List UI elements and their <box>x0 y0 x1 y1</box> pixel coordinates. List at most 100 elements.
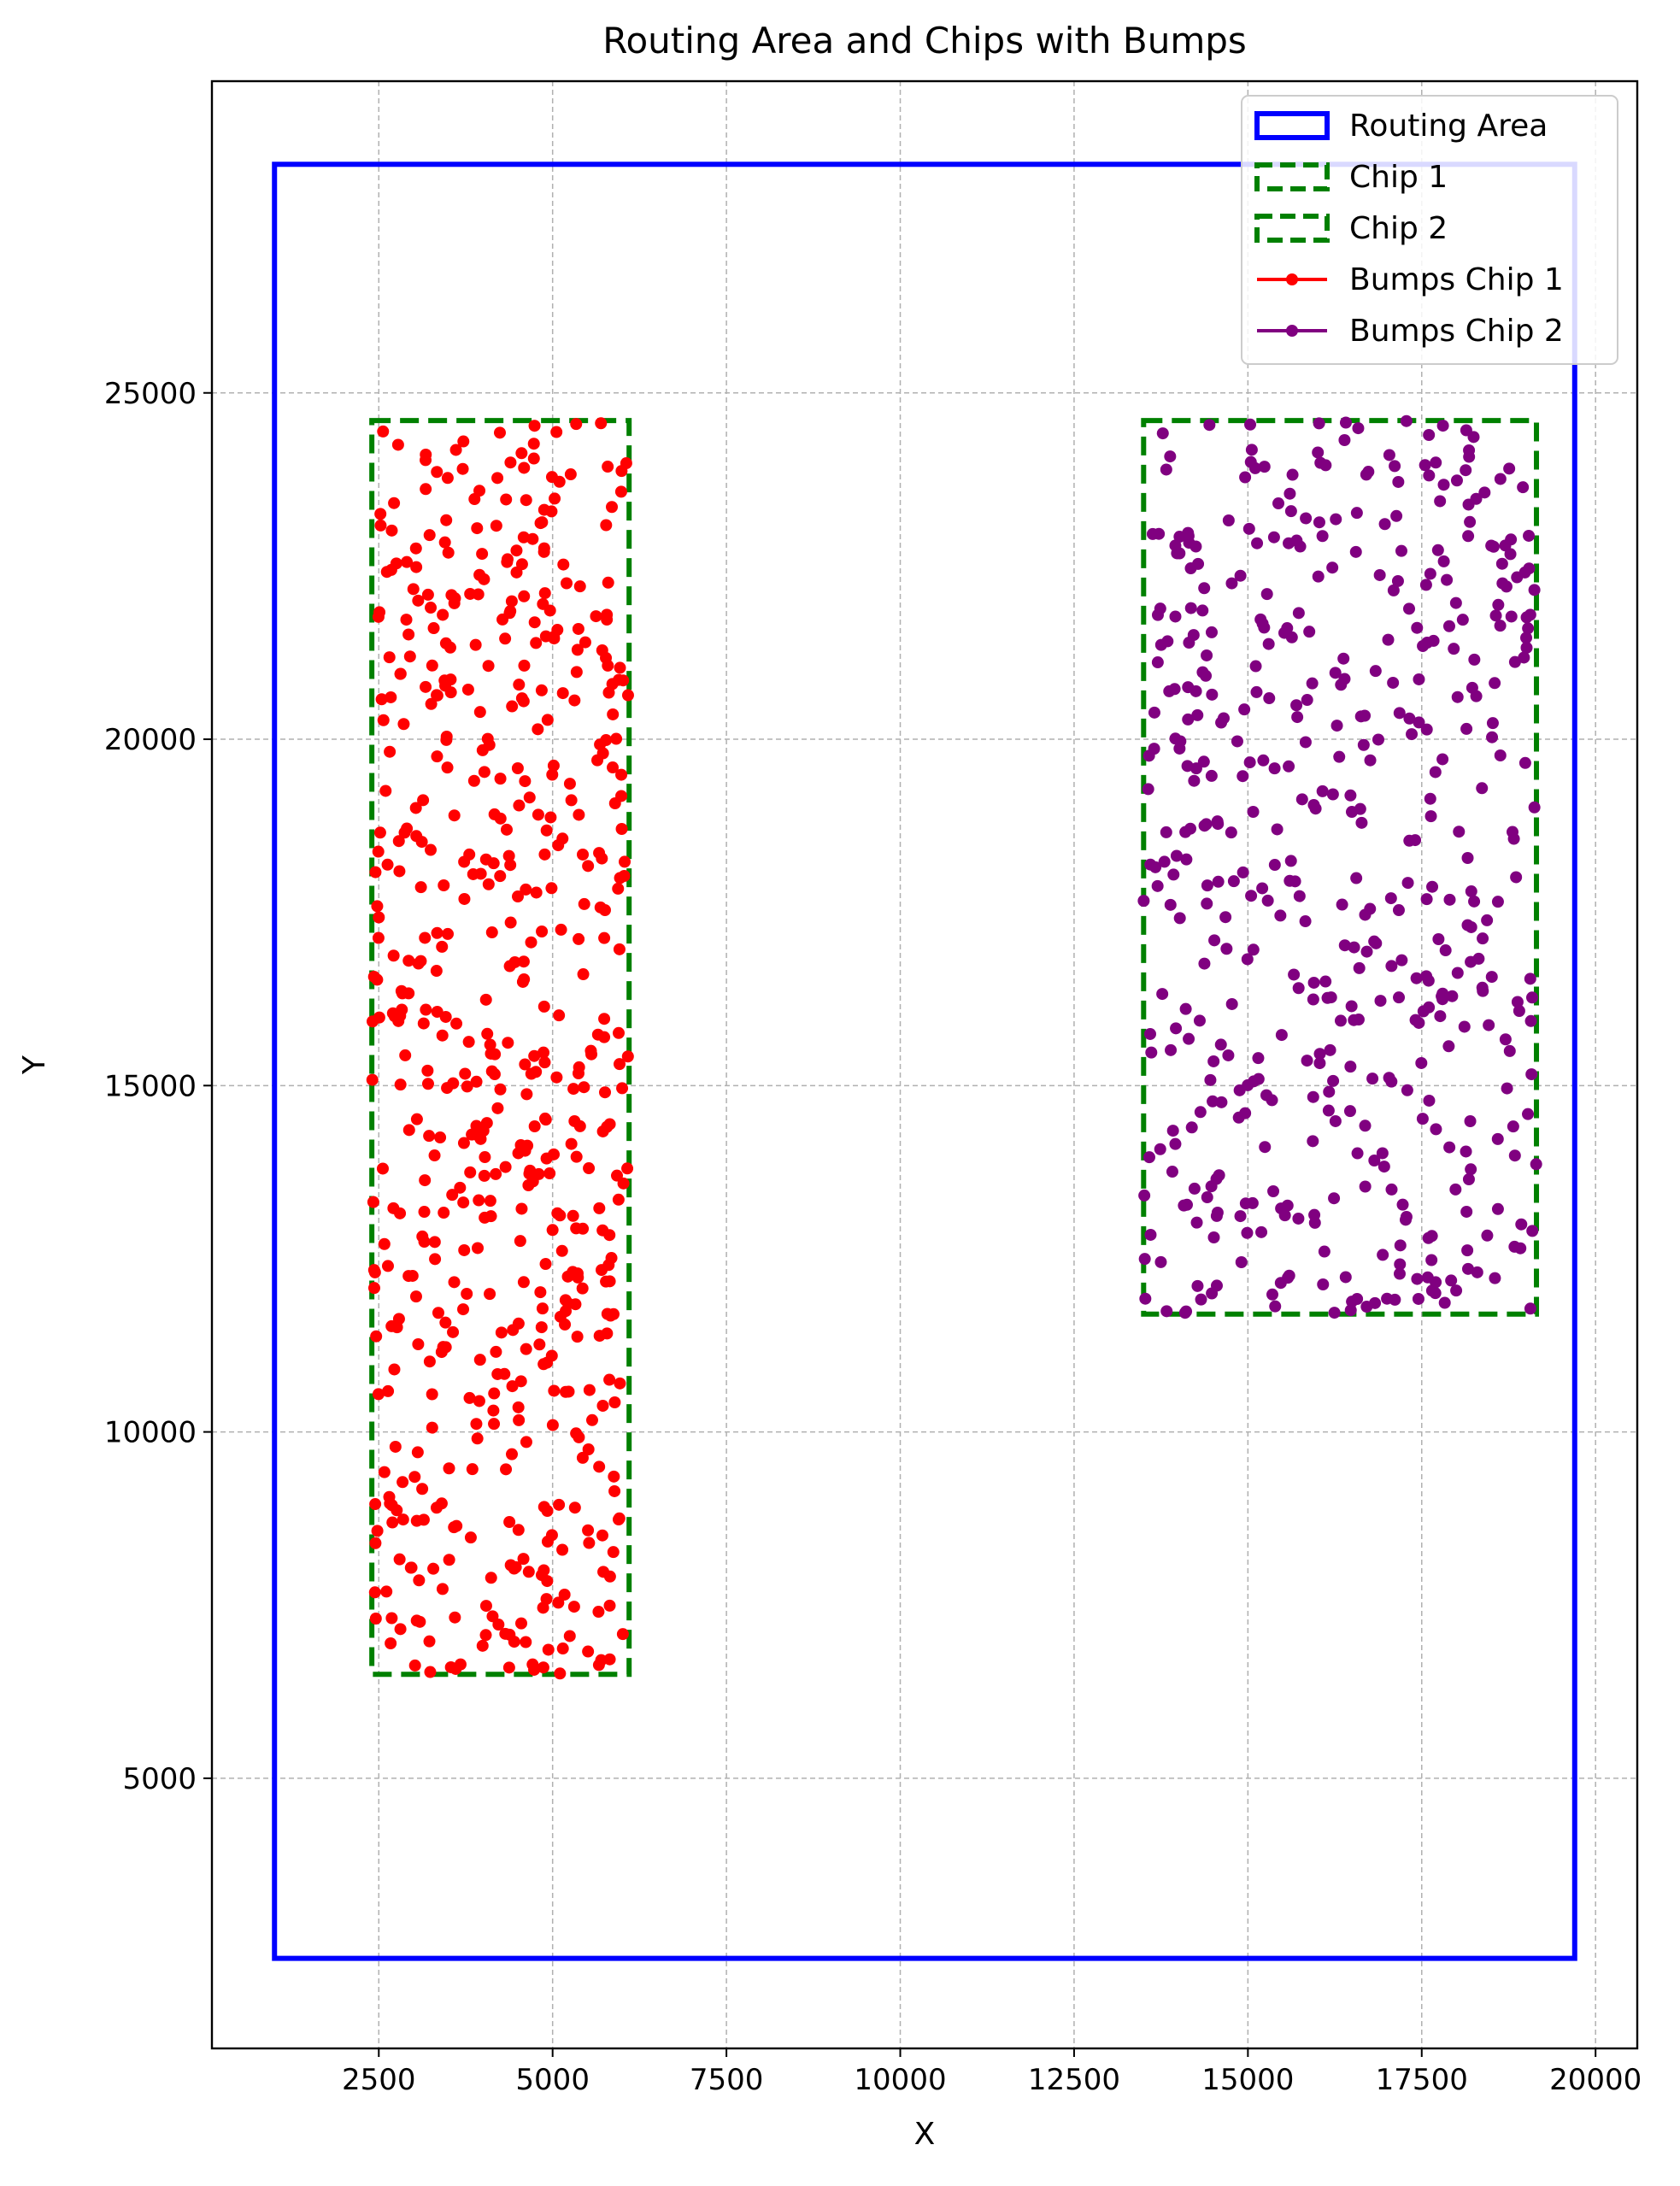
bump-point <box>421 588 434 601</box>
bump-point <box>424 1666 437 1678</box>
bump-point <box>1333 750 1346 763</box>
bump-point <box>1313 417 1325 430</box>
bump-point <box>1489 677 1501 690</box>
bump-point <box>1272 497 1285 510</box>
bump-point <box>541 714 554 726</box>
bump-point <box>457 1137 470 1149</box>
bump-point <box>407 583 420 596</box>
bump-point <box>1392 475 1405 488</box>
bump-point <box>481 1027 494 1040</box>
bump-point <box>1436 753 1449 766</box>
y-tick-label: 15000 <box>104 1069 197 1103</box>
bump-point <box>1393 707 1406 720</box>
bump-point <box>513 799 526 812</box>
bump-point <box>473 1354 486 1366</box>
bump-point <box>506 700 519 713</box>
bump-point <box>1179 826 1192 838</box>
bump-point <box>438 536 451 549</box>
bump-point <box>555 923 567 936</box>
bump-point <box>488 1387 501 1400</box>
bump-point <box>522 1566 535 1578</box>
bump-point <box>1424 810 1437 823</box>
bump-point <box>378 1466 391 1478</box>
bump-point <box>1409 834 1422 847</box>
bump-point <box>593 1460 606 1473</box>
bump-point <box>464 1531 477 1544</box>
bump-point <box>1234 569 1247 582</box>
bump-point <box>1275 1029 1288 1042</box>
bump-point <box>1247 806 1260 819</box>
bump-point <box>1366 1072 1379 1085</box>
bump-point <box>1244 418 1257 431</box>
bump-point <box>383 1490 396 1503</box>
bump-point <box>595 417 608 430</box>
bump-point <box>1374 995 1387 1008</box>
bump-point <box>1338 434 1351 447</box>
bump-point <box>1392 904 1405 917</box>
bump-point <box>612 1193 625 1206</box>
bump-point <box>565 794 578 807</box>
bump-point <box>614 485 627 498</box>
bump-point <box>1185 1121 1198 1134</box>
bump-point <box>1207 1055 1220 1067</box>
bump-point <box>461 683 474 696</box>
bump-point <box>1303 626 1316 638</box>
bump-point <box>538 848 551 861</box>
bump-point <box>537 1046 550 1059</box>
bump-point <box>603 1570 616 1583</box>
bump-point <box>601 1327 614 1340</box>
bump-point <box>1523 562 1536 575</box>
bump-point <box>1257 754 1270 767</box>
bump-point <box>548 1148 561 1161</box>
bump-point <box>1143 1027 1156 1040</box>
bump-point <box>457 1196 470 1209</box>
bump-point <box>420 1003 432 1016</box>
bump-point <box>546 1224 559 1237</box>
bump-point <box>536 925 549 937</box>
legend-label: Bumps Chip 1 <box>1349 262 1564 297</box>
x-tick-label: 17500 <box>1376 2063 1468 2097</box>
bump-point <box>1470 492 1483 505</box>
bump-point <box>1507 1120 1519 1133</box>
bump-point <box>568 694 581 707</box>
bump-point <box>1495 557 1508 570</box>
bump-point <box>471 1432 484 1445</box>
bump-point <box>1396 1198 1409 1211</box>
bump-point <box>1346 1296 1359 1308</box>
bump-point <box>1415 1056 1428 1069</box>
bump-point <box>601 608 614 621</box>
bump-point <box>1357 738 1370 751</box>
bump-point <box>1138 1189 1151 1202</box>
bump-point <box>391 1321 403 1334</box>
bump-point <box>1248 1075 1260 1088</box>
bump-point <box>1461 1262 1474 1275</box>
bump-point <box>1464 515 1477 528</box>
bump-point <box>1494 749 1507 761</box>
bump-point <box>1395 544 1407 557</box>
bump-point <box>450 1017 463 1030</box>
bump-point <box>1387 676 1400 689</box>
bump-point <box>469 638 482 651</box>
bump-point <box>549 492 561 505</box>
bump-point <box>1203 419 1216 432</box>
bump-point <box>1349 545 1362 558</box>
bump-point <box>370 1330 383 1343</box>
bump-point <box>1384 892 1397 905</box>
bump-point <box>582 1645 595 1658</box>
bump-point <box>1262 638 1275 650</box>
bump-point <box>1301 1055 1313 1067</box>
bump-point <box>1470 690 1483 702</box>
bump-point <box>1530 1158 1542 1171</box>
bump-point <box>1508 1149 1521 1162</box>
bump-point <box>1394 1239 1407 1252</box>
bump-point <box>571 1331 584 1343</box>
bump-point <box>430 965 443 978</box>
bump-point <box>1166 1166 1178 1178</box>
bump-point <box>582 1443 595 1456</box>
bump-point <box>379 784 392 797</box>
bump-point <box>512 1317 525 1330</box>
bump-point <box>1461 919 1474 931</box>
bump-point <box>1520 641 1533 654</box>
bump-point <box>546 1419 559 1431</box>
bump-point <box>448 1276 461 1289</box>
